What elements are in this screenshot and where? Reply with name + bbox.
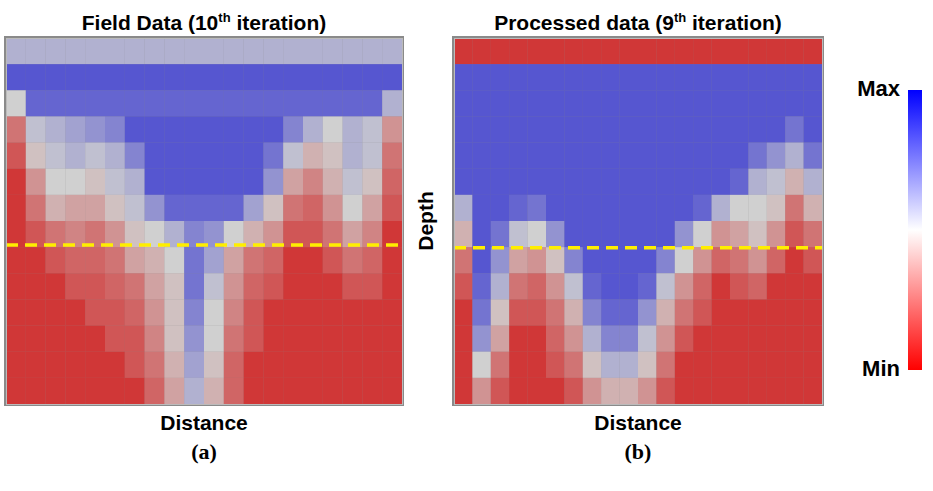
html-text:(b): (b) — [624, 439, 652, 464]
html-text:(a): (a) — [191, 439, 217, 464]
svg-text:Max: Max — [857, 76, 901, 101]
html-text:Distance: Distance — [594, 411, 682, 434]
html-text:Depth: Depth — [414, 191, 437, 251]
html-text:Field Data (10thiteration): Field Data (10thiteration) — [81, 10, 327, 34]
html-text:Processed data (9thiteration): Processed data (9thiteration) — [494, 10, 782, 34]
html-text:Distance: Distance — [160, 411, 248, 434]
svg-text:Min: Min — [862, 356, 900, 381]
